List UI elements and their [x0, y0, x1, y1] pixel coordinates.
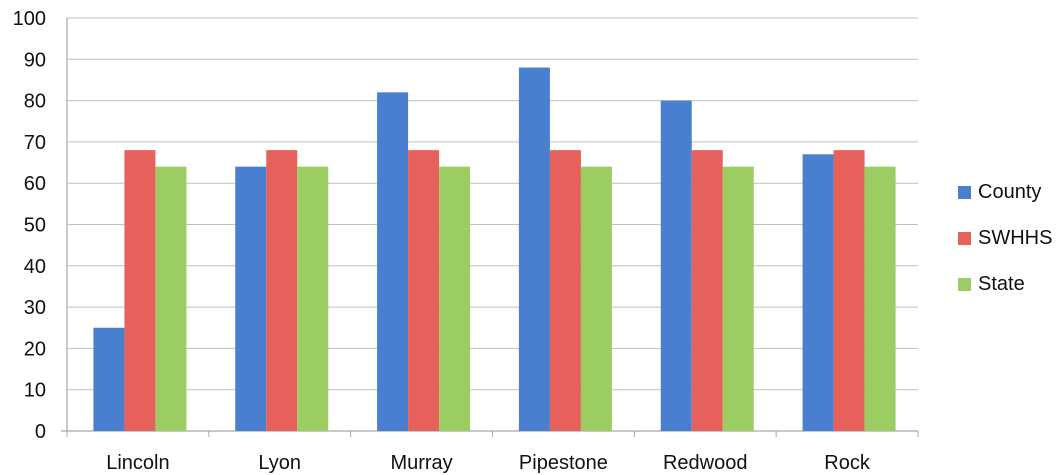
bar-state-lyon	[297, 166, 329, 431]
y-tick-label: 0	[35, 421, 46, 443]
bar-state-pipestone	[580, 166, 612, 431]
x-tick-label: Rock	[824, 452, 871, 474]
legend-item-county: County	[958, 180, 1052, 204]
y-tick-label: 20	[24, 338, 46, 360]
bar-swhhs-pipestone	[549, 150, 581, 431]
legend-label-state: State	[978, 272, 1025, 295]
bar-county-pipestone	[518, 67, 550, 431]
legend: County SWHHS State	[958, 180, 1052, 318]
bar-county-rock	[802, 154, 834, 432]
bar-county-lincoln	[93, 327, 125, 431]
y-tick-label: 10	[24, 380, 46, 402]
bar-swhhs-lyon	[266, 150, 298, 431]
bar-county-redwood	[660, 100, 692, 431]
y-tick-label: 60	[24, 173, 46, 195]
legend-swatch-county	[958, 185, 971, 199]
bar-state-redwood	[722, 166, 754, 431]
bar-state-murray	[439, 166, 471, 431]
bar-county-murray	[377, 92, 409, 431]
x-tick-label: Redwood	[663, 452, 748, 474]
legend-item-state: State	[958, 272, 1052, 296]
x-tick-label: Murray	[390, 452, 452, 474]
bar-swhhs-lincoln	[124, 150, 156, 431]
bar-swhhs-rock	[833, 150, 865, 431]
y-tick-label: 100	[13, 8, 46, 30]
x-tick-label: Pipestone	[519, 452, 608, 474]
y-tick-label: 50	[24, 215, 46, 237]
bar-state-lincoln	[155, 166, 187, 431]
y-tick-label: 40	[24, 256, 46, 278]
y-tick-label: 70	[24, 132, 46, 154]
x-tick-label: Lincoln	[106, 452, 169, 474]
y-tick-label: 90	[24, 49, 46, 71]
bar-county-lyon	[235, 166, 267, 431]
y-tick-label: 30	[24, 297, 46, 319]
legend-item-swhhs: SWHHS	[958, 226, 1052, 250]
bar-state-rock	[864, 166, 896, 431]
x-tick-label: Lyon	[258, 452, 301, 474]
legend-label-swhhs: SWHHS	[978, 226, 1053, 249]
legend-label-county: County	[978, 180, 1042, 203]
legend-swatch-swhhs	[958, 231, 971, 245]
bar-swhhs-murray	[408, 150, 440, 431]
y-tick-label: 80	[24, 91, 46, 113]
legend-swatch-state	[958, 277, 971, 291]
bar-swhhs-redwood	[691, 150, 723, 431]
